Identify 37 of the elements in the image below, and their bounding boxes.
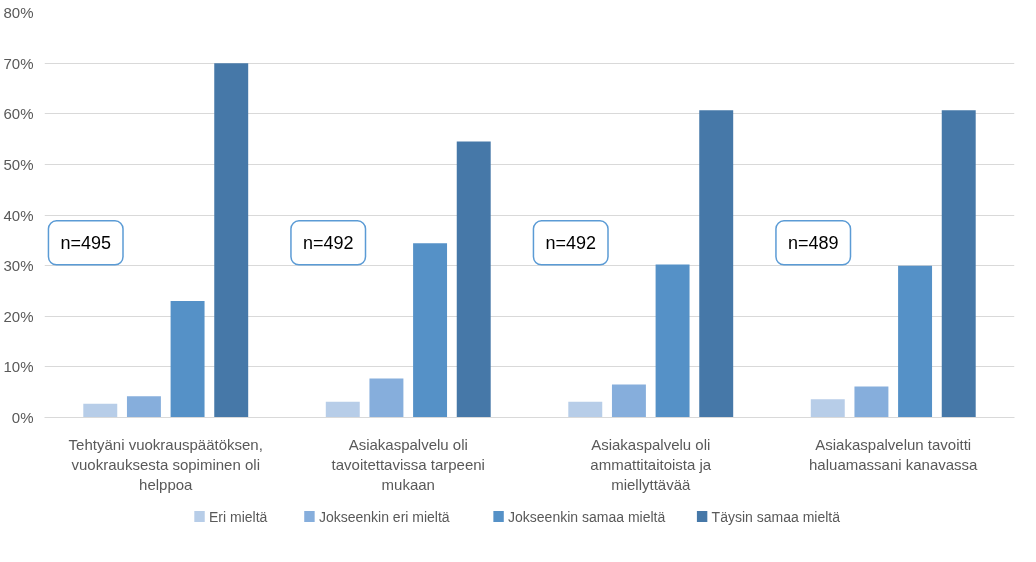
- legend-label: Jokseenkin samaa mieltä: [508, 508, 666, 525]
- y-tick-label: 80%: [3, 4, 34, 21]
- y-tick-label: 20%: [3, 307, 34, 325]
- bar: [456, 141, 491, 418]
- bar: [170, 301, 205, 418]
- annotation: n=489: [787, 232, 839, 253]
- y-tick-label: 40%: [3, 206, 34, 224]
- legend-label: Täysin samaa mieltä: [711, 508, 841, 525]
- bar: [369, 378, 404, 418]
- bar: [413, 243, 448, 418]
- y-tick-label: 0%: [11, 409, 34, 426]
- legend-label: Jokseenkin eri mieltä: [318, 508, 450, 525]
- bar: [810, 399, 845, 418]
- x-tick-label: Asiakaspalvelu oli ammattitaitoista ja miellyttävää: [590, 435, 712, 494]
- bar: [214, 63, 249, 418]
- annotation: n=495: [60, 232, 112, 253]
- bar: [325, 401, 360, 418]
- bar: [941, 110, 976, 418]
- legend-label: Eri mieltä: [209, 508, 268, 525]
- y-tick-label: 50%: [3, 155, 34, 173]
- annotation: n=492: [545, 232, 597, 253]
- bar: [83, 403, 118, 418]
- bar: [898, 265, 933, 418]
- y-tick-label: 60%: [3, 105, 34, 123]
- bar: [655, 264, 690, 418]
- x-tick-label: Tehtyäni vuokrauspäätöksen, vuokrauksesta sopiminen oli helppoa: [68, 435, 263, 494]
- bar: [568, 401, 603, 418]
- y-tick-label: 10%: [3, 358, 34, 376]
- bar: [126, 396, 161, 418]
- y-tick-label: 30%: [3, 257, 34, 275]
- bar: [611, 384, 646, 418]
- bar: [699, 110, 734, 418]
- annotation: n=492: [302, 232, 354, 253]
- x-tick-label: Asiakaspalvelun tavoitti haluamassani kanavassa: [809, 435, 979, 473]
- y-tick-label: 70%: [3, 54, 34, 72]
- bar: [854, 386, 889, 418]
- x-tick-label: Asiakaspalvelu oli tavoitettavissa tarpeeni mukaan: [331, 435, 485, 494]
